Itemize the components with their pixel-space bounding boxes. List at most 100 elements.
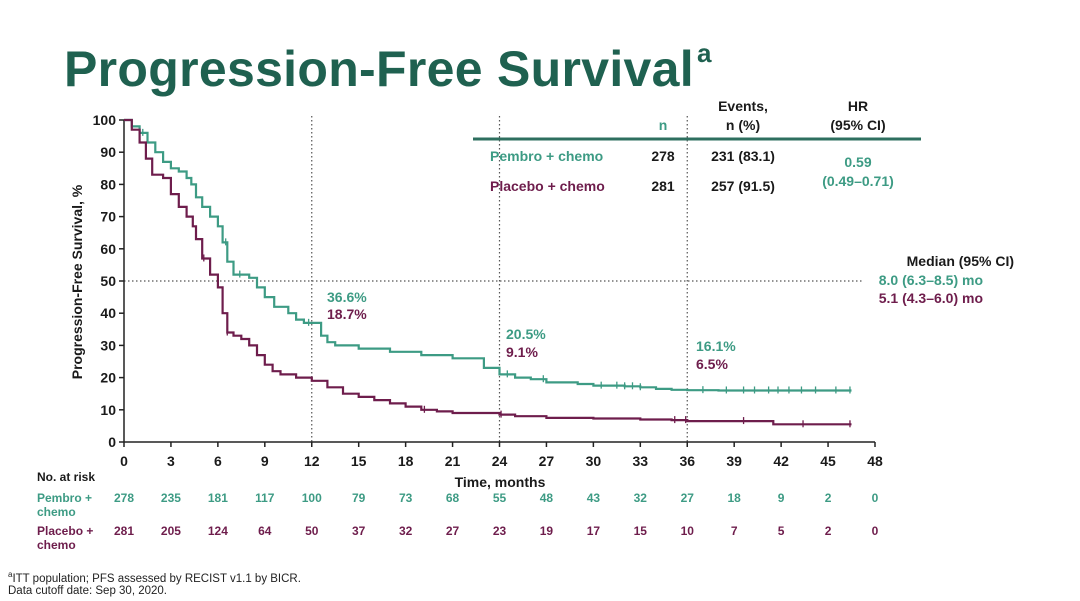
- footnote-marker: a: [8, 570, 13, 579]
- x-tick-label-30: 30: [586, 453, 602, 469]
- y-tick-label-70: 70: [100, 209, 116, 225]
- risk-value-pembro-39: 18: [728, 491, 742, 505]
- footnote-line-1: aITT population; PFS assessed by RECIST …: [8, 570, 301, 585]
- slide-title: Progression-Free Survival a: [64, 38, 712, 98]
- footnote-text-1: ITT population; PFS assessed by RECIST v…: [12, 572, 301, 585]
- summary-row-placebo-arm: Placebo + chemo: [490, 178, 605, 194]
- risk-value-placebo-3: 205: [161, 524, 181, 538]
- risk-value-placebo-0: 281: [114, 524, 134, 538]
- y-tick-label-80: 80: [100, 176, 116, 192]
- x-tick-label-9: 9: [261, 453, 269, 469]
- risk-value-placebo-21: 27: [446, 524, 460, 538]
- risk-value-pembro-21: 68: [446, 491, 460, 505]
- risk-row-placebo-label-1: Placebo +: [37, 524, 93, 538]
- x-axis-label: Time, months: [455, 474, 546, 490]
- x-tick-label-27: 27: [539, 453, 555, 469]
- summary-col-events-1: Events,: [718, 98, 768, 114]
- x-tick-label-21: 21: [445, 453, 461, 469]
- footnote-line-2: Data cutoff date: Sep 30, 2020.: [8, 585, 167, 597]
- risk-value-pembro-30: 43: [587, 491, 601, 505]
- risk-value-placebo-30: 17: [587, 524, 601, 538]
- summary-hr-value: 0.59: [844, 154, 871, 170]
- y-tick-label-40: 40: [100, 305, 116, 321]
- risk-value-pembro-3: 235: [161, 491, 181, 505]
- x-tick-label-18: 18: [398, 453, 414, 469]
- risk-row-placebo-label-2: chemo: [37, 538, 76, 552]
- summary-row-placebo-n: 281: [651, 178, 675, 194]
- summary-row-pembro-events: 231 (83.1): [711, 148, 775, 164]
- annot-24-placebo: 9.1%: [506, 344, 538, 360]
- median-header: Median (95% CI): [907, 253, 1014, 269]
- curve-pembro: [124, 118, 852, 392]
- risk-value-placebo-48: 0: [872, 524, 879, 538]
- risk-value-pembro-18: 73: [399, 491, 413, 505]
- summary-col-hr-2: (95% CI): [830, 117, 885, 133]
- annot-24-pembro: 20.5%: [506, 326, 546, 342]
- risk-value-pembro-33: 32: [634, 491, 648, 505]
- annot-12-pembro: 36.6%: [327, 289, 367, 305]
- risk-value-pembro-6: 181: [208, 491, 228, 505]
- annot-12-placebo: 18.7%: [327, 306, 367, 322]
- risk-value-placebo-45: 2: [825, 524, 832, 538]
- x-tick-label-0: 0: [120, 453, 128, 469]
- risk-value-pembro-12: 100: [302, 491, 322, 505]
- risk-value-pembro-24: 55: [493, 491, 507, 505]
- risk-value-placebo-15: 37: [352, 524, 366, 538]
- y-tick-label-90: 90: [100, 144, 116, 160]
- risk-value-placebo-39: 7: [731, 524, 738, 538]
- risk-value-placebo-27: 19: [540, 524, 554, 538]
- annot-36-pembro: 16.1%: [696, 338, 736, 354]
- risk-value-pembro-45: 2: [825, 491, 832, 505]
- y-tick-label-50: 50: [100, 273, 116, 289]
- y-tick-label-30: 30: [100, 337, 116, 353]
- risk-row-pembro-label-1: Pembro +: [37, 491, 92, 505]
- risk-value-pembro-15: 79: [352, 491, 366, 505]
- summary-row-placebo-events: 257 (91.5): [711, 178, 775, 194]
- x-tick-label-6: 6: [214, 453, 222, 469]
- survival-curves: [124, 118, 852, 428]
- median-block: Median (95% CI) 8.0 (6.3–8.5) mo 5.1 (4.…: [879, 253, 1014, 306]
- y-tick-label-20: 20: [100, 370, 116, 386]
- summary-col-n: n: [659, 117, 668, 133]
- x-tick-label-39: 39: [726, 453, 742, 469]
- risk-value-placebo-12: 50: [305, 524, 319, 538]
- x-tick-label-45: 45: [820, 453, 836, 469]
- risk-table: No. at risk Pembro + chemo Placebo + che…: [37, 470, 879, 552]
- summary-row-pembro-n: 278: [651, 148, 675, 164]
- x-tick-label-12: 12: [304, 453, 320, 469]
- risk-value-pembro-36: 27: [681, 491, 695, 505]
- y-tick-label-0: 0: [108, 434, 116, 450]
- risk-table-header: No. at risk: [37, 470, 95, 484]
- y-tick-label-60: 60: [100, 241, 116, 257]
- risk-value-pembro-0: 278: [114, 491, 134, 505]
- reference-lines: [124, 116, 862, 442]
- y-tick-label-10: 10: [100, 402, 116, 418]
- median-pembro: 8.0 (6.3–8.5) mo: [879, 272, 983, 288]
- x-tick-label-36: 36: [679, 453, 695, 469]
- risk-row-pembro-label-2: chemo: [37, 505, 76, 519]
- risk-value-placebo-36: 10: [681, 524, 695, 538]
- x-tick-label-48: 48: [867, 453, 883, 469]
- x-tick-label-33: 33: [633, 453, 649, 469]
- risk-value-pembro-42: 9: [778, 491, 785, 505]
- risk-value-placebo-24: 23: [493, 524, 507, 538]
- risk-value-placebo-9: 64: [258, 524, 272, 538]
- y-tick-label-100: 100: [93, 112, 117, 128]
- x-tick-label-3: 3: [167, 453, 175, 469]
- x-tick-label-24: 24: [492, 453, 508, 469]
- x-tick-label-42: 42: [773, 453, 789, 469]
- risk-value-pembro-27: 48: [540, 491, 554, 505]
- risk-value-placebo-18: 32: [399, 524, 413, 538]
- summary-table: Events, n (%) HR (95% CI) n Pembro + che…: [473, 98, 921, 194]
- risk-value-pembro-9: 117: [255, 491, 275, 505]
- summary-col-hr-1: HR: [848, 98, 868, 114]
- annot-36-placebo: 6.5%: [696, 356, 728, 372]
- title-footnote-marker: a: [696, 38, 712, 68]
- risk-value-placebo-6: 124: [208, 524, 228, 538]
- y-axis-label: Progression-Free Survival, %: [69, 184, 85, 379]
- risk-value-placebo-42: 5: [778, 524, 785, 538]
- risk-value-placebo-33: 15: [634, 524, 648, 538]
